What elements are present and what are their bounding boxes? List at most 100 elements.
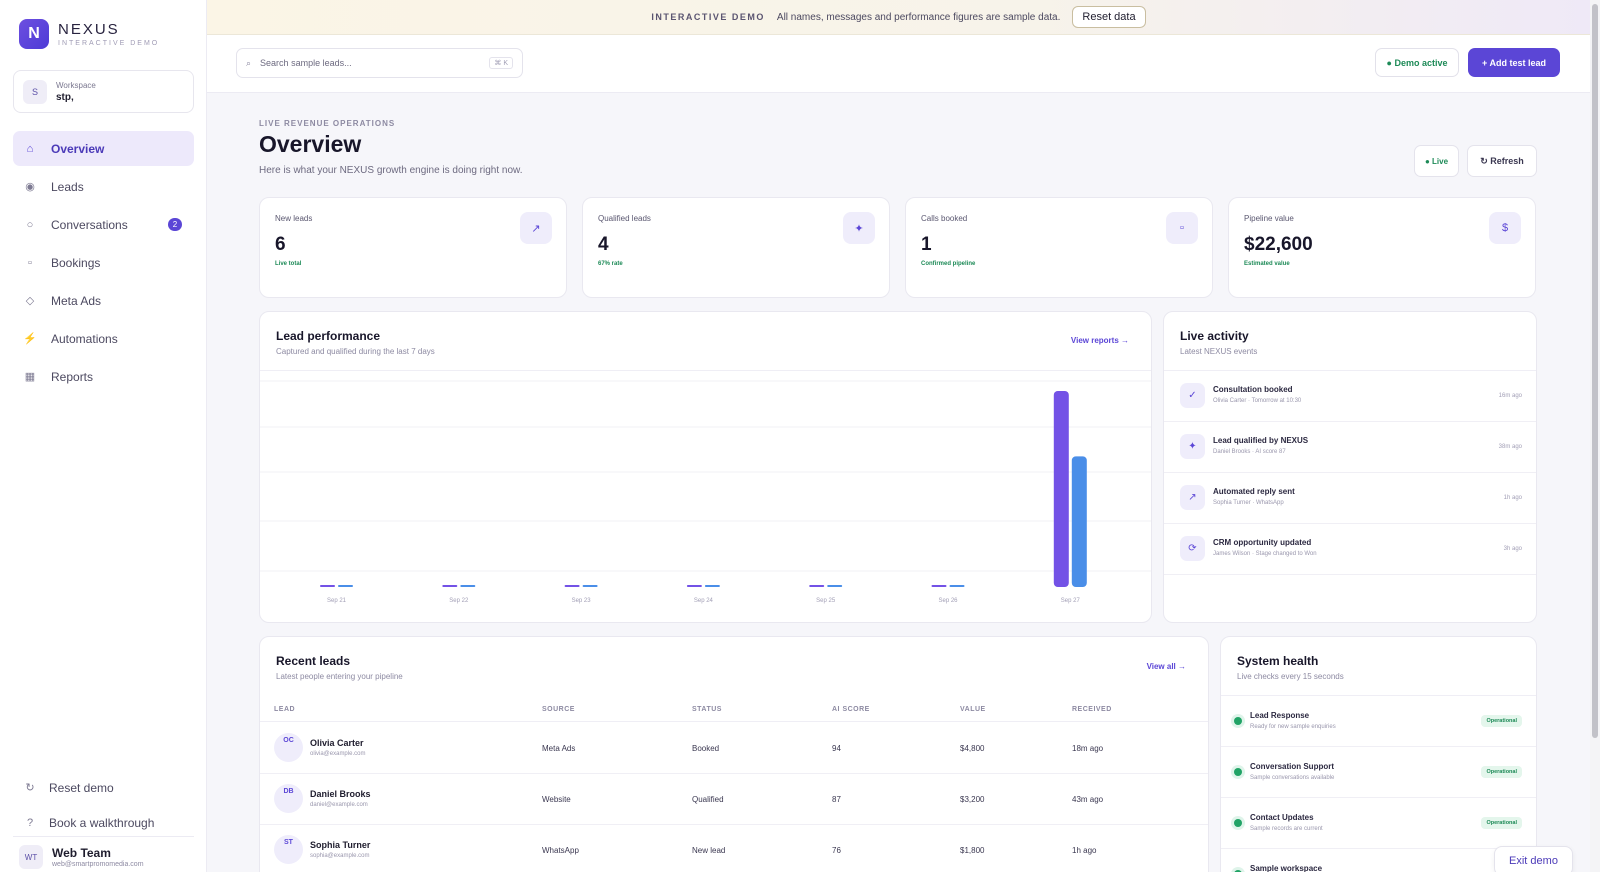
lead-ai-score: 87: [832, 795, 841, 804]
sidebar-item-label: Overview: [51, 141, 105, 156]
activity-detail: Daniel Brooks · AI score 87: [1213, 449, 1286, 455]
bar-series2-sep-23[interactable]: [582, 585, 598, 587]
activity-item[interactable]: ⟳ CRM opportunity updated James Wilson · S…: [1164, 524, 1536, 575]
sidebar-item-conversations[interactable]: ○ Conversations 2: [13, 207, 194, 242]
stat-card-calls-booked: Calls booked 1 Confirmed pipeline ▫: [905, 197, 1213, 298]
bar-series1-sep-25[interactable]: [809, 585, 825, 587]
sidebar-item-automations[interactable]: ⚡ Automations: [13, 321, 194, 356]
bar-series1-sep-23[interactable]: [564, 585, 580, 587]
x-tick-label: Sep 22: [449, 598, 469, 604]
activity-title: Consultation booked: [1213, 385, 1293, 394]
table-icon: ▦: [24, 371, 36, 383]
status-badge: Operational: [1481, 715, 1522, 727]
exit-demo-button[interactable]: Exit demo: [1494, 846, 1573, 872]
health-title: Contact Updates: [1250, 813, 1314, 822]
status-badge: Operational: [1481, 817, 1522, 829]
panel-subtitle: Captured and qualified during the last 7…: [276, 347, 435, 356]
bar-series1-sep-24[interactable]: [686, 585, 702, 587]
x-tick-label: Sep 21: [327, 598, 347, 604]
refresh-button[interactable]: ↻ Refresh: [1467, 145, 1537, 177]
sparkle-icon: ✦: [843, 212, 875, 244]
activity-title: Lead qualified by NEXUS: [1213, 436, 1309, 445]
activity-title: Automated reply sent: [1213, 487, 1295, 496]
banner-text: All names, messages and performance figu…: [776, 11, 1061, 23]
sidebar-item-label: Reports: [51, 369, 94, 384]
lead-value: $4,800: [960, 744, 985, 753]
bar-series2-sep-26[interactable]: [949, 585, 965, 587]
x-tick-label: Sep 26: [938, 598, 958, 604]
sidebar-item-bookings[interactable]: ▫ Bookings: [13, 245, 194, 280]
search-input[interactable]: ⌕ Search sample leads... ⌘ K: [236, 48, 523, 78]
bar-series2-sep-25[interactable]: [827, 585, 843, 587]
demo-active-status[interactable]: ● Demo active: [1375, 48, 1459, 77]
bar-series2-sep-27[interactable]: [1071, 456, 1087, 587]
activity-detail: Sophia Turner · WhatsApp: [1213, 500, 1284, 506]
bar-series1-sep-22[interactable]: [442, 585, 458, 587]
table-row[interactable]: DB Daniel Brooks daniel@example.com Website…: [260, 774, 1208, 825]
sidebar-item-reports[interactable]: ▦ Reports: [13, 359, 194, 394]
book-a-walkthrough-link[interactable]: ? Book a walkthrough: [13, 805, 194, 840]
bar-series2-sep-21[interactable]: [338, 585, 353, 587]
sidebar-item-label: Bookings: [51, 255, 101, 270]
workspace-label: Workspace: [56, 80, 96, 90]
view-reports-link[interactable]: View reports →: [1070, 336, 1129, 345]
brand[interactable]: N NEXUS INTERACTIVE DEMO: [19, 19, 159, 49]
activity-item[interactable]: ✦ Lead qualified by NEXUS Daniel Brooks · …: [1164, 422, 1536, 473]
health-title: Sample workspace: [1250, 864, 1323, 872]
activity-time: 3h ago: [1503, 546, 1522, 552]
bar-series1-sep-27[interactable]: [1053, 391, 1069, 587]
health-item: Lead Response Ready for new sample enquir…: [1221, 696, 1536, 747]
status-dot: [1234, 870, 1242, 872]
calendar-icon: ▫: [1166, 212, 1198, 244]
help-icon: ?: [26, 816, 34, 829]
activity-item[interactable]: ↗ Automated reply sent Sophia Turner · Wha…: [1164, 473, 1536, 524]
stat-note: Estimated value: [1244, 261, 1290, 267]
table-row[interactable]: OC Olivia Carter olivia@example.com Meta Ad…: [260, 723, 1208, 774]
column-header-lead: LEAD: [274, 706, 296, 713]
reset-demo-link[interactable]: ↻ Reset demo: [13, 770, 194, 805]
table-row[interactable]: ST Sophia Turner sophia@example.com WhatsAp…: [260, 825, 1208, 872]
avatar: ST: [274, 835, 303, 864]
stat-value: 4: [598, 234, 609, 255]
diamond-icon: ◇: [25, 295, 35, 307]
user-name: Web Team: [52, 846, 111, 860]
trend-icon: ↗: [520, 212, 552, 244]
brand-subtitle: INTERACTIVE DEMO: [58, 40, 160, 47]
add-test-lead-button[interactable]: + Add test lead: [1468, 48, 1560, 77]
lead-performance-panel: Lead performance Captured and qualified …: [259, 311, 1152, 623]
search-icon: ⌕: [246, 57, 252, 68]
sidebar-item-label: Automations: [51, 331, 118, 346]
scrollbar-thumb[interactable]: [1592, 4, 1598, 738]
page-scrollbar[interactable]: [1590, 0, 1600, 872]
bar-series1-sep-21[interactable]: [320, 585, 335, 587]
health-detail: Sample conversations available: [1250, 775, 1335, 781]
link-label: Reset demo: [49, 780, 114, 795]
workspace-switcher[interactable]: S Workspace stp,: [13, 70, 194, 113]
live-button[interactable]: ● Live: [1414, 145, 1459, 177]
bar-series1-sep-26[interactable]: [931, 585, 947, 587]
user-profile[interactable]: WT Web Team web@smartpromomedia.com: [13, 836, 194, 869]
sidebar-item-meta-ads[interactable]: ◇ Meta Ads: [13, 283, 194, 318]
sidebar-item-leads[interactable]: ◉ Leads: [13, 169, 194, 204]
divider: [1164, 370, 1536, 371]
activity-detail: Olivia Carter · Tomorrow at 10:30: [1213, 398, 1302, 404]
demo-banner: INTERACTIVE DEMO All names, messages and…: [207, 0, 1590, 35]
status-dot: [1234, 717, 1242, 725]
calendar-icon: ▫: [28, 256, 32, 269]
sidebar-item-overview[interactable]: ⌂ Overview: [13, 131, 194, 166]
lead-value: $1,800: [960, 846, 985, 855]
lead-value: $3,200: [960, 795, 985, 804]
view-all-link[interactable]: View all →: [1146, 662, 1186, 671]
activity-item[interactable]: ✓ Consultation booked Olivia Carter · Tomo…: [1164, 371, 1536, 422]
column-header-ai-score: AI SCORE: [832, 706, 870, 713]
check-icon: ✓: [1180, 383, 1205, 408]
bar-series2-sep-22[interactable]: [460, 585, 476, 587]
reset-data-button[interactable]: Reset data: [1072, 6, 1146, 28]
stat-card-pipeline-value: Pipeline value $22,600 Estimated value $: [1228, 197, 1536, 298]
stat-note: Confirmed pipeline: [921, 261, 976, 267]
health-item: Sample workspace: [1221, 849, 1536, 872]
status-badge: Operational: [1481, 766, 1522, 778]
avatar: OC: [274, 733, 303, 762]
column-header-status: STATUS: [692, 706, 722, 713]
bar-series2-sep-24[interactable]: [704, 585, 720, 587]
